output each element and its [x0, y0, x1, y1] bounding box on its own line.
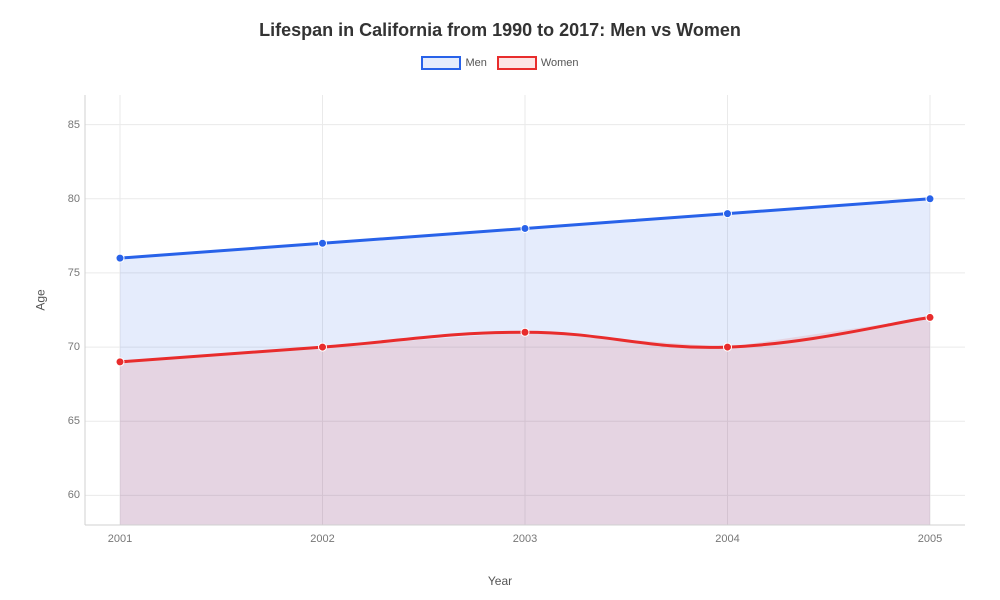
y-tick-label: 65: [68, 415, 80, 427]
data-point[interactable]: [319, 239, 327, 247]
data-point[interactable]: [116, 358, 124, 366]
legend-label-men: Men: [465, 57, 486, 69]
x-tick-label: 2004: [715, 533, 739, 545]
x-tick-label: 2003: [513, 533, 537, 545]
y-tick-label: 60: [68, 489, 80, 501]
y-tick-label: 85: [68, 119, 80, 131]
chart-title: Lifespan in California from 1990 to 2017…: [0, 0, 1000, 41]
x-axis-title: Year: [488, 574, 512, 588]
chart-legend: Men Women: [0, 56, 1000, 70]
data-point[interactable]: [926, 195, 934, 203]
y-tick-label: 70: [68, 341, 80, 353]
data-point[interactable]: [926, 313, 934, 321]
data-point[interactable]: [319, 343, 327, 351]
legend-swatch-men: [421, 56, 461, 70]
legend-label-women: Women: [541, 57, 579, 69]
legend-item-women[interactable]: Women: [497, 56, 579, 70]
y-tick-label: 75: [68, 267, 80, 279]
x-tick-label: 2001: [108, 533, 132, 545]
data-point[interactable]: [521, 328, 529, 336]
data-point[interactable]: [724, 210, 732, 218]
y-axis-title: Age: [34, 289, 48, 310]
data-point[interactable]: [521, 224, 529, 232]
data-point[interactable]: [724, 343, 732, 351]
legend-item-men[interactable]: Men: [421, 56, 486, 70]
plot-area: [85, 95, 965, 525]
x-tick-label: 2002: [310, 533, 334, 545]
data-point[interactable]: [116, 254, 124, 262]
chart-container: Lifespan in California from 1990 to 2017…: [0, 0, 1000, 600]
plot-svg: [85, 95, 965, 525]
y-tick-label: 80: [68, 193, 80, 205]
x-tick-label: 2005: [918, 533, 942, 545]
legend-swatch-women: [497, 56, 537, 70]
